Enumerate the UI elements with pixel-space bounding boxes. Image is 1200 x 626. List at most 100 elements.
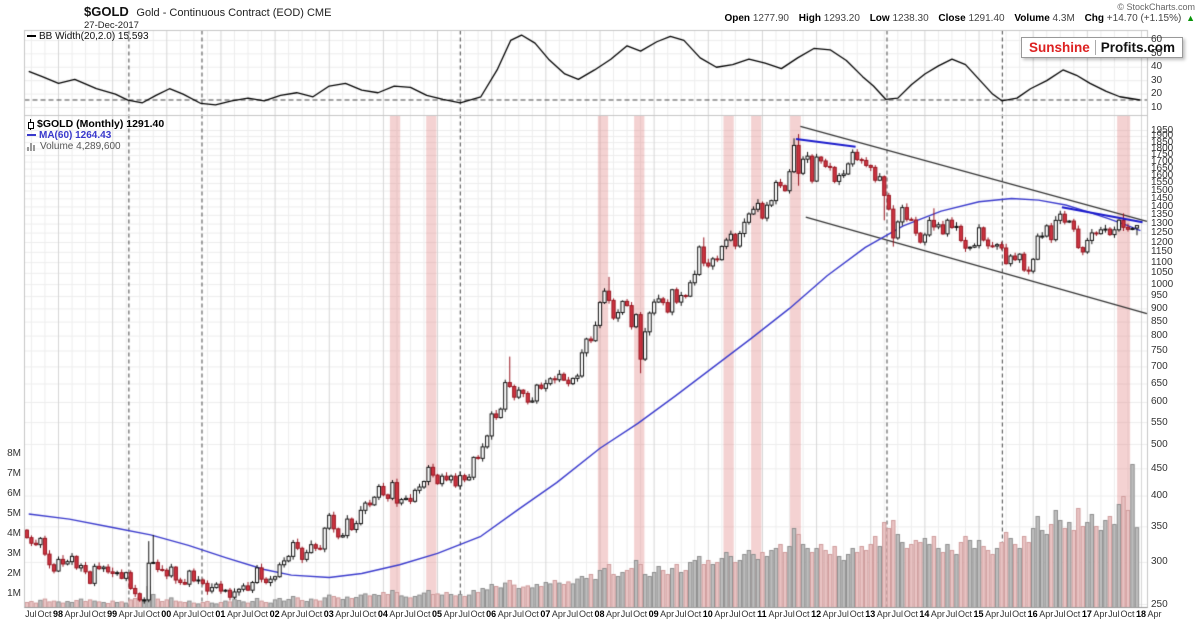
volume-bars-icon [27,142,37,151]
bbwidth-axis-tick: 30 [1151,74,1163,86]
up-arrow-icon: ▲ [1186,13,1195,23]
price-axis-tick: 1600 [1151,170,1174,182]
x-axis-year-label: 01 [215,609,226,619]
x-axis-month-label: Oct [470,609,485,619]
candlestick-icon [27,118,34,130]
x-axis-year-label: 10 [702,609,713,619]
high-value: 1293.20 [823,13,860,24]
price-axis-tick: 1900 [1151,130,1174,142]
x-axis-year-label: 05 [432,609,443,619]
x-axis-year-label: 11 [757,609,767,619]
x-axis-year-label: 98 [52,609,63,619]
x-axis-year-label: 08 [594,609,605,619]
x-axis-month-label: Oct [1120,609,1135,619]
ticker-symbol: $GOLD [84,4,129,19]
x-axis-year-label: 14 [919,609,930,619]
x-axis-month-label: Oct [1066,609,1081,619]
bbwidth-axis-tick: 60 [1151,34,1163,46]
price-axis-tick: 300 [1151,556,1168,568]
x-axis-year-label: 04 [377,609,388,619]
x-axis-month-label: Apr [660,609,675,619]
x-axis-year-label: 16 [1027,609,1038,619]
price-axis-tick: 550 [1151,416,1168,428]
x-axis-month-label: Oct [578,609,593,619]
volume-legend: Volume 4,289,600 [27,141,121,152]
price-axis-tick: 1650 [1151,163,1174,175]
price-axis-tick: 900 [1151,302,1168,314]
x-axis-year-label: 15 [973,609,984,619]
price-axis-tick: 700 [1151,360,1168,372]
x-axis-year-label: 02 [269,609,280,619]
x-axis-month-label: Oct [795,609,810,619]
x-axis-month-label: Apr [1147,609,1162,619]
x-axis-month-label: Oct [199,609,214,619]
x-axis-month-label: Jul [25,609,37,619]
price-axis-tick: 1150 [1151,246,1173,258]
x-axis-month-label: Oct [254,609,269,619]
sunshineprofits-logo[interactable]: Sunshine Profits.com [1021,37,1184,58]
price-axis-tick: 800 [1151,330,1168,342]
chart-title: $GOLD Gold - Continuous Contract (EOD) C… [84,4,331,19]
volume-label: Volume [1014,13,1050,24]
x-axis-month-label: Apr [551,609,566,619]
bbwidth-axis-tick: 10 [1151,101,1163,113]
x-axis-month-label: Apr [497,609,512,619]
bbwidth-line-icon [27,35,36,38]
price-axis-tick: 1950 [1151,124,1174,136]
x-axis-month-label: Jul [674,609,687,619]
x-axis-month-label: Jul [999,609,1012,619]
x-axis-month-label: Jul [620,609,633,619]
close-value: 1291.40 [968,13,1005,24]
x-axis-month-label: Apr [335,609,350,619]
x-axis-year-label: 99 [107,609,118,619]
price-axis-tick: 450 [1151,462,1168,474]
x-axis-month-label: Apr [226,609,241,619]
bbwidth-axis-tick: 20 [1151,88,1163,100]
x-axis-month-label: Apr [876,609,891,619]
x-axis-year-label: 12 [811,609,822,619]
price-axis-tick: 1350 [1151,209,1174,221]
x-axis-month-label: Oct [145,609,160,619]
x-axis-month-label: Apr [281,609,296,619]
x-axis-month-label: Apr [768,609,783,619]
x-axis-month-label: Oct [1012,609,1027,619]
x-axis-month-label: Jul [837,609,849,619]
volume-axis-tick: 5M [7,507,21,519]
logo-sunshine: Sunshine [1029,40,1090,55]
x-axis-month-label: Oct [849,609,864,619]
x-axis-month-label: Oct [687,609,702,619]
x-axis-month-label: Oct [741,609,756,619]
price-axis-tick: 950 [1151,290,1168,302]
price-axis-tick: 1050 [1151,267,1174,279]
low-value: 1238.30 [892,13,929,24]
price-axis-tick: 750 [1151,344,1168,356]
x-axis-year-label: 06 [486,609,497,619]
x-axis-month-label: Jul [133,609,145,619]
x-axis-month-label: Jul [79,609,91,619]
chg-label: Chg [1084,13,1105,24]
x-axis-year-label: 03 [323,609,334,619]
price-axis-tick: 600 [1151,396,1168,408]
price-axis-tick: 1100 [1151,256,1173,268]
high-label: High [798,13,821,24]
x-axis-year-label: 17 [1081,609,1092,619]
price-axis-tick: 1550 [1151,177,1174,189]
x-axis-month-label: Jul [241,609,254,619]
x-axis-month-label: Jul [458,609,470,619]
close-label: Close [938,13,966,24]
price-axis-tick: 1750 [1151,149,1174,161]
x-axis-month-label: Apr [1093,609,1108,619]
price-axis-tick: 1800 [1151,142,1174,154]
volume-axis-tick: 2M [7,567,21,579]
x-axis-month-label: Oct [416,609,431,619]
price-axis-tick: 350 [1151,520,1168,532]
x-axis-month-label: Oct [903,609,918,619]
price-axis-tick: 1000 [1151,278,1174,290]
price-axis-tick: 1300 [1151,218,1174,230]
x-axis-month-label: Jul [891,609,904,619]
x-axis-month-label: Oct [362,609,377,619]
instrument-name: Gold - Continuous Contract (EOD) CME [136,7,332,19]
x-axis-month-label: Oct [37,609,52,619]
x-axis-month-label: Apr [930,609,945,619]
